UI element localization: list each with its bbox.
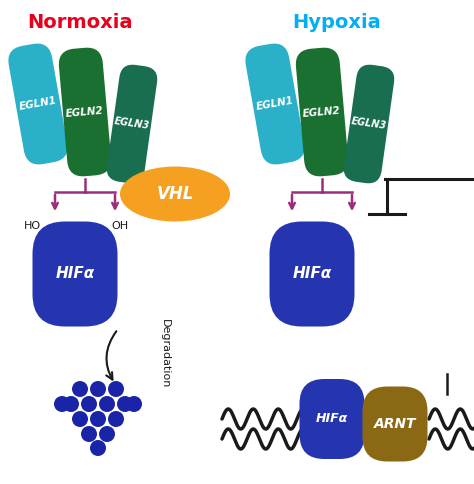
- Text: EGLN1: EGLN1: [18, 96, 58, 112]
- FancyBboxPatch shape: [344, 65, 394, 183]
- Circle shape: [81, 396, 97, 412]
- Text: EGLN2: EGLN2: [65, 106, 104, 119]
- Text: EGLN1: EGLN1: [255, 96, 295, 112]
- Circle shape: [72, 381, 88, 397]
- FancyBboxPatch shape: [107, 65, 157, 183]
- Circle shape: [108, 411, 124, 427]
- FancyBboxPatch shape: [363, 387, 428, 462]
- Circle shape: [117, 396, 133, 412]
- Text: HIFα: HIFα: [55, 267, 95, 282]
- Text: HIFα: HIFα: [292, 267, 332, 282]
- FancyBboxPatch shape: [9, 44, 68, 165]
- FancyBboxPatch shape: [59, 47, 111, 176]
- Ellipse shape: [120, 166, 230, 222]
- Circle shape: [99, 426, 115, 442]
- FancyBboxPatch shape: [296, 47, 348, 176]
- Text: OH: OH: [111, 221, 128, 231]
- Text: ARNT: ARNT: [374, 417, 416, 431]
- FancyBboxPatch shape: [33, 222, 118, 327]
- Text: Hypoxia: Hypoxia: [292, 13, 382, 31]
- FancyBboxPatch shape: [246, 44, 305, 165]
- Circle shape: [72, 411, 88, 427]
- Circle shape: [126, 396, 142, 412]
- Text: Degradation: Degradation: [160, 319, 170, 389]
- Circle shape: [54, 396, 70, 412]
- Circle shape: [63, 396, 79, 412]
- Text: VHL: VHL: [156, 185, 194, 203]
- Circle shape: [81, 426, 97, 442]
- Circle shape: [108, 381, 124, 397]
- Text: EGLN3: EGLN3: [114, 117, 150, 132]
- Circle shape: [90, 381, 106, 397]
- Text: HO: HO: [23, 221, 41, 231]
- Circle shape: [99, 396, 115, 412]
- FancyBboxPatch shape: [270, 222, 355, 327]
- Text: Normoxia: Normoxia: [27, 13, 133, 31]
- Text: EGLN3: EGLN3: [351, 117, 387, 132]
- FancyBboxPatch shape: [300, 379, 365, 459]
- Circle shape: [90, 440, 106, 456]
- Text: EGLN2: EGLN2: [302, 106, 341, 119]
- Text: HIFα: HIFα: [316, 412, 348, 425]
- Circle shape: [90, 411, 106, 427]
